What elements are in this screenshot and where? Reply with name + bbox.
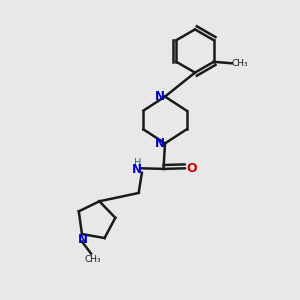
Text: O: O — [186, 162, 197, 175]
Text: N: N — [154, 90, 165, 103]
Text: N: N — [131, 163, 142, 176]
Text: H: H — [134, 158, 141, 168]
Text: N: N — [78, 233, 88, 246]
Text: CH₃: CH₃ — [232, 59, 248, 68]
Text: CH₃: CH₃ — [84, 255, 101, 264]
Text: N: N — [154, 137, 165, 150]
